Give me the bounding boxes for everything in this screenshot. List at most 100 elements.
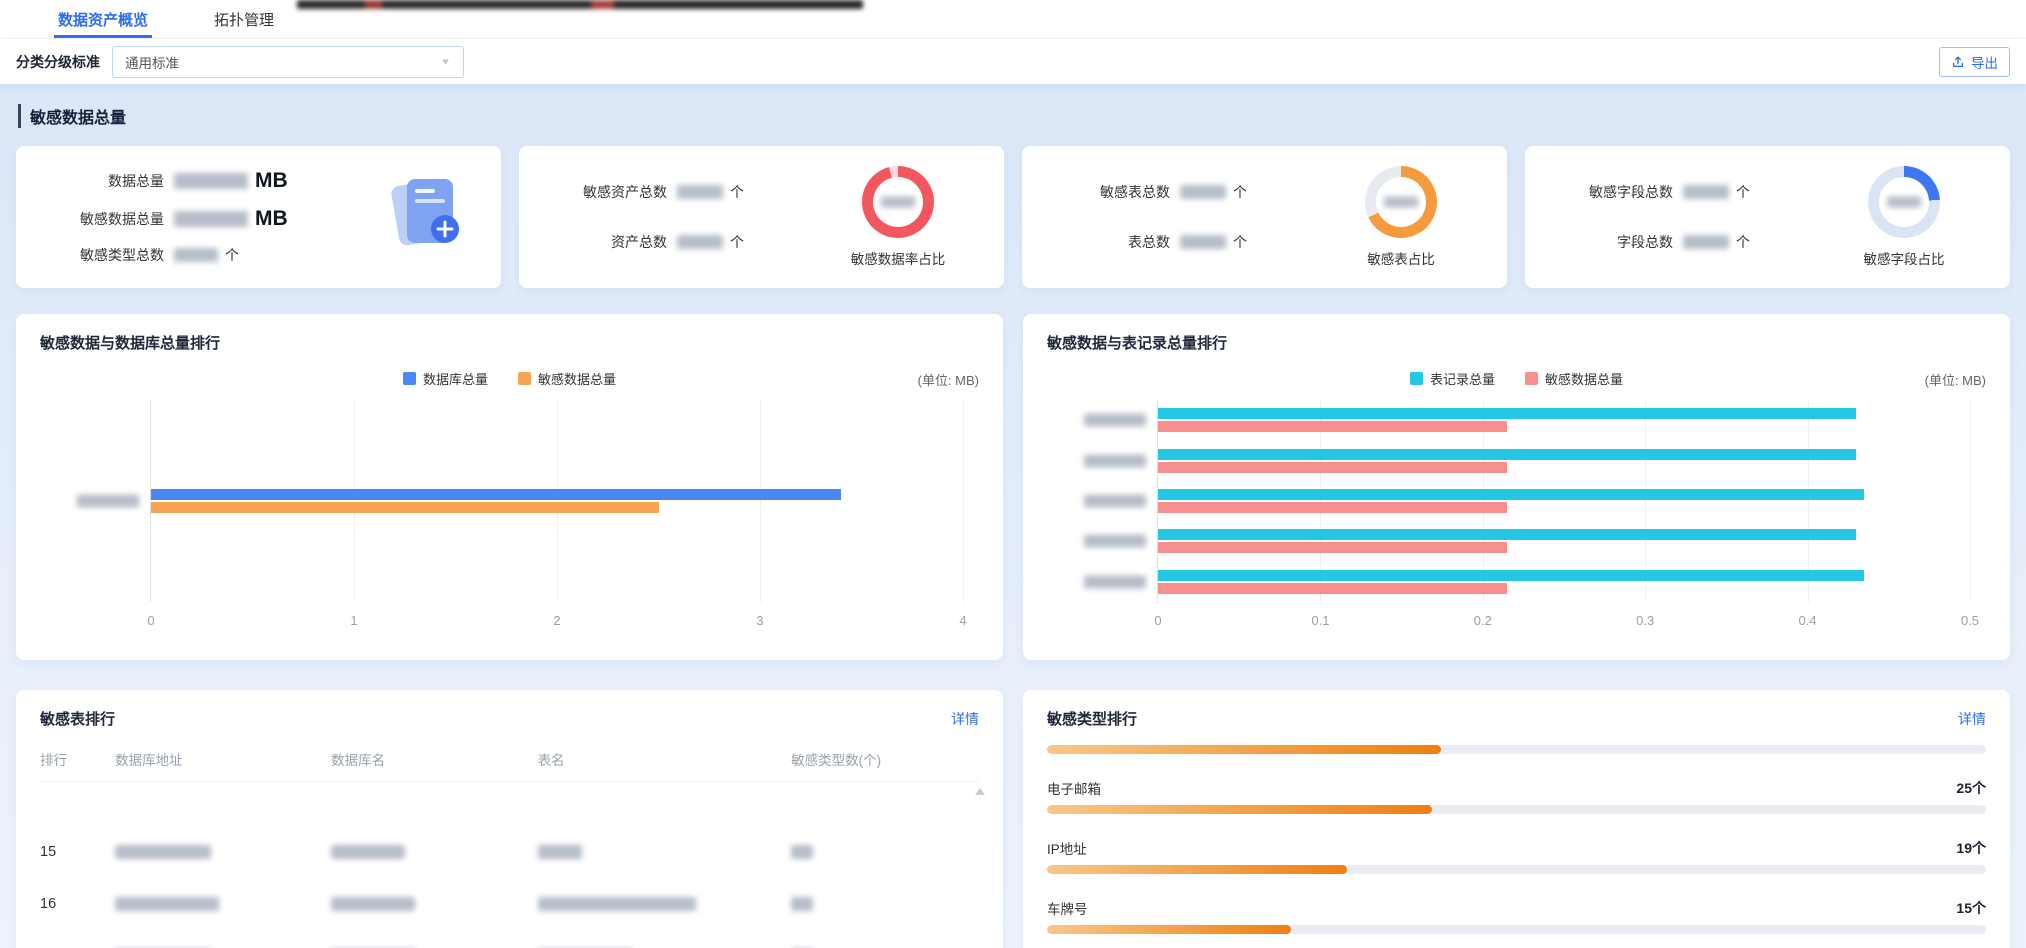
- stat-unit: 个: [1736, 184, 1750, 200]
- redacted-value: [115, 897, 220, 912]
- redacted-value: [1683, 185, 1729, 199]
- redacted-value: [174, 173, 248, 189]
- type-rank-list: 电子邮箱25个IP地址19个车牌号15个中国地址14个: [1047, 745, 1986, 948]
- series-bar: [1158, 582, 1508, 594]
- redacted-value: [115, 845, 212, 860]
- content-area: 敏感数据总量 数据总量 MB 敏感数据总量 MB: [0, 84, 2026, 948]
- table-row[interactable]: 16: [40, 878, 979, 930]
- stat-unit: 个: [1233, 184, 1247, 200]
- redacted-donut-value: [1887, 196, 1921, 208]
- export-button[interactable]: 导出: [1939, 46, 2010, 77]
- table-cell-rank: 15: [40, 844, 57, 860]
- donut-wrap: 敏感数据率占比: [818, 166, 978, 268]
- legend-item-sensitive-data-total[interactable]: 敏感数据总量: [518, 369, 616, 388]
- tab-label: 数据资产概览: [58, 11, 149, 29]
- type-rank-label: IP地址: [1047, 842, 1087, 857]
- unit-label: (单位: MB): [917, 373, 979, 388]
- stat-row-sensitive-table-total: 敏感表总数 个: [1048, 182, 1247, 202]
- stat-row-sensitive-data-total: 敏感数据总量 MB: [42, 207, 288, 231]
- select-value: 通用标准: [125, 55, 179, 71]
- series-bar: [1158, 408, 1857, 420]
- bottom-cards-row: 敏感表排行 详情 排行 数据库地址 数据库名 表名 敏感类型数(个) 15 16 17 敏感…: [16, 690, 2010, 948]
- tab-label: 拓扑管理: [214, 11, 275, 29]
- table-cell: [331, 844, 538, 860]
- tab-topology-management[interactable]: 拓扑管理: [214, 0, 274, 38]
- table-cell: [331, 896, 538, 912]
- type-rank-bar-track: [1047, 925, 1986, 934]
- stat-unit: MB: [255, 207, 288, 230]
- sensitive-field-card: 敏感字段总数 个 字段总数 个 敏感字段占比: [1525, 146, 2010, 288]
- redacted-value: [331, 897, 416, 912]
- type-rank-head: 电子邮箱 25个: [1047, 778, 1986, 798]
- sensitive-asset-card: 敏感资产总数 个 资产总数 个 敏感数据率占比: [519, 146, 1004, 288]
- chart-legend: 表记录总量 敏感数据总量 (单位: MB): [1047, 369, 1986, 388]
- table-cell: [115, 844, 331, 860]
- series-bar: [1158, 421, 1508, 433]
- legend-label: 敏感数据总量: [1545, 372, 1624, 387]
- legend-item-db-total[interactable]: 数据库总量: [402, 369, 488, 388]
- stat-unit: 个: [730, 184, 744, 200]
- type-rank-item: IP地址 19个: [1047, 838, 1986, 874]
- classification-standard-label: 分类分级标准: [16, 53, 100, 70]
- data-asset-illustration-icon: [391, 179, 459, 246]
- stat-unit: 个: [1736, 234, 1750, 250]
- bar-row: [77, 487, 963, 515]
- sensitive-table-detail-link[interactable]: 详情: [951, 710, 979, 727]
- type-rank-count: 19个: [1956, 840, 1986, 856]
- table-column-header: 数据库地址: [115, 753, 183, 768]
- x-axis-tick-label: 0.4: [1798, 613, 1817, 628]
- table-cell: [115, 896, 331, 912]
- db-total-rank-chart-card: 敏感数据与数据库总量排行 数据库总量 敏感数据总量 (单位: MB) 0 1 2 3 4: [16, 314, 1003, 660]
- redacted-category-label: [1084, 494, 1146, 508]
- legend-swatch: [1525, 372, 1538, 385]
- legend-item-table-record-total[interactable]: 表记录总量: [1409, 369, 1495, 388]
- table-row[interactable]: 17: [40, 930, 979, 948]
- unit-label: (单位: MB): [1924, 373, 1986, 388]
- gridline: [963, 400, 964, 602]
- sensitive-table-ratio-donut-chart: [1365, 166, 1437, 238]
- redacted-category-label: [77, 494, 139, 508]
- sensitive-type-rank-title: 敏感类型排行: [1047, 711, 1138, 728]
- sensitive-type-detail-link[interactable]: 详情: [1958, 710, 1986, 727]
- export-icon: [1952, 55, 1964, 67]
- classification-standard-select[interactable]: 通用标准 ▼: [112, 45, 464, 78]
- redacted-value: [331, 845, 406, 860]
- type-rank-bar-track: [1047, 745, 1986, 754]
- tab-data-asset-overview[interactable]: 数据资产概览: [53, 0, 153, 38]
- stat-row-table-total: 表总数 个: [1048, 232, 1247, 252]
- series-bar: [151, 502, 659, 513]
- gridline: [1645, 400, 1647, 602]
- redacted-value: [537, 897, 696, 912]
- redacted-value: [1180, 185, 1226, 199]
- bar-row: [1084, 568, 1970, 596]
- x-axis-tick-label: 1: [350, 613, 358, 628]
- export-label: 导出: [1971, 55, 1998, 71]
- table-row[interactable]: 15: [40, 826, 979, 878]
- sensitive-table-rank-title: 敏感表排行: [40, 711, 116, 728]
- stat-label: 敏感字段总数: [1589, 184, 1673, 200]
- table-column-header: 数据库名: [331, 753, 386, 768]
- legend-label: 表记录总量: [1429, 372, 1495, 387]
- bar-row: [1084, 447, 1970, 475]
- section-title-sensitive-data-total: 敏感数据总量: [18, 104, 2010, 128]
- series-bar: [1158, 542, 1508, 554]
- series-bar: [1158, 502, 1508, 513]
- table-cell: [537, 844, 792, 860]
- gridline: [1970, 400, 1971, 602]
- stat-rows: 数据总量 MB 敏感数据总量 MB 敏感类型总数 个: [42, 169, 288, 265]
- chart-plot: 0 0.1 0.2 0.3 0.4 0.5: [1084, 400, 1979, 628]
- type-rank-bar-track: [1047, 865, 1986, 874]
- card-head: 敏感类型排行 详情: [1047, 708, 1986, 729]
- stat-row-field-total: 字段总数 个: [1551, 232, 1750, 252]
- scroll-up-icon[interactable]: [975, 788, 985, 795]
- redacted-category-label: [1084, 534, 1146, 548]
- chart-title: 敏感数据与数据库总量排行: [40, 335, 221, 352]
- x-axis-tick-label: 4: [959, 613, 967, 628]
- x-axis-tick-label: 0.2: [1473, 613, 1492, 628]
- top-tab-bar: 数据资产概览 拓扑管理: [0, 0, 2026, 38]
- redacted-value: [677, 185, 723, 199]
- table-cell: [791, 896, 979, 912]
- legend-item-sensitive-data-total[interactable]: 敏感数据总量: [1525, 369, 1623, 388]
- sensitive-data-rate-donut-chart: [862, 166, 934, 238]
- redacted-value: [174, 248, 218, 262]
